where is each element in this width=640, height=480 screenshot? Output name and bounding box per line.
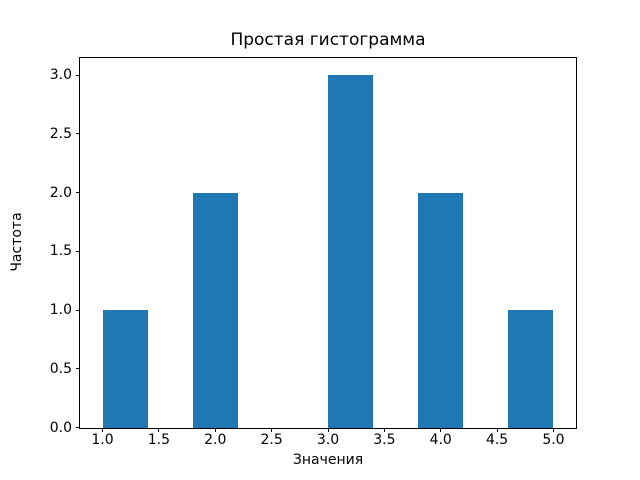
x-tick-label: 1.5 xyxy=(147,432,171,448)
y-tick-label: 0.0 xyxy=(49,419,72,436)
x-tick-mark xyxy=(214,427,216,432)
y-tick-label: 1.0 xyxy=(49,302,72,319)
plot-area xyxy=(79,56,577,429)
x-tick-label: 4.0 xyxy=(429,432,452,448)
histogram-bar xyxy=(102,310,148,428)
y-tick-mark xyxy=(76,74,80,76)
x-axis-label: Значения xyxy=(292,452,364,468)
y-tick-label: 2.5 xyxy=(49,125,72,142)
x-tick-mark xyxy=(383,427,385,432)
y-tick-mark xyxy=(76,250,80,252)
histogram-bar xyxy=(328,75,374,428)
y-tick-mark xyxy=(76,427,80,428)
y-tick-label: 0.5 xyxy=(49,360,72,377)
histogram-bar xyxy=(418,192,464,428)
chart-title: Простая гистограмма xyxy=(230,30,426,50)
y-tick-mark xyxy=(76,192,80,194)
y-axis-label-text: Частота xyxy=(9,212,25,272)
x-tick-label: 3.0 xyxy=(316,432,340,448)
y-tick-label: 2.0 xyxy=(49,184,72,201)
x-tick-label: 5.0 xyxy=(542,432,565,448)
y-tick-mark xyxy=(76,309,80,311)
x-tick-mark xyxy=(552,427,554,432)
x-tick-mark xyxy=(327,427,329,432)
y-tick-label: 1.5 xyxy=(49,243,72,260)
x-tick-label: 2.5 xyxy=(260,432,283,448)
x-tick-mark xyxy=(496,427,498,432)
x-tick-label: 1.0 xyxy=(91,432,114,448)
x-tick-mark xyxy=(158,427,160,432)
y-tick-mark xyxy=(76,133,80,135)
y-tick-label: 3.0 xyxy=(49,67,72,84)
x-tick-mark xyxy=(102,427,104,432)
x-tick-label: 3.5 xyxy=(373,432,396,448)
y-tick-mark xyxy=(76,368,80,370)
x-tick-label: 4.5 xyxy=(485,432,509,448)
histogram-bar xyxy=(192,192,238,428)
x-tick-label: 2.0 xyxy=(204,432,227,448)
x-tick-mark xyxy=(440,427,442,432)
histogram-bar xyxy=(508,310,554,428)
x-tick-mark xyxy=(271,427,273,432)
